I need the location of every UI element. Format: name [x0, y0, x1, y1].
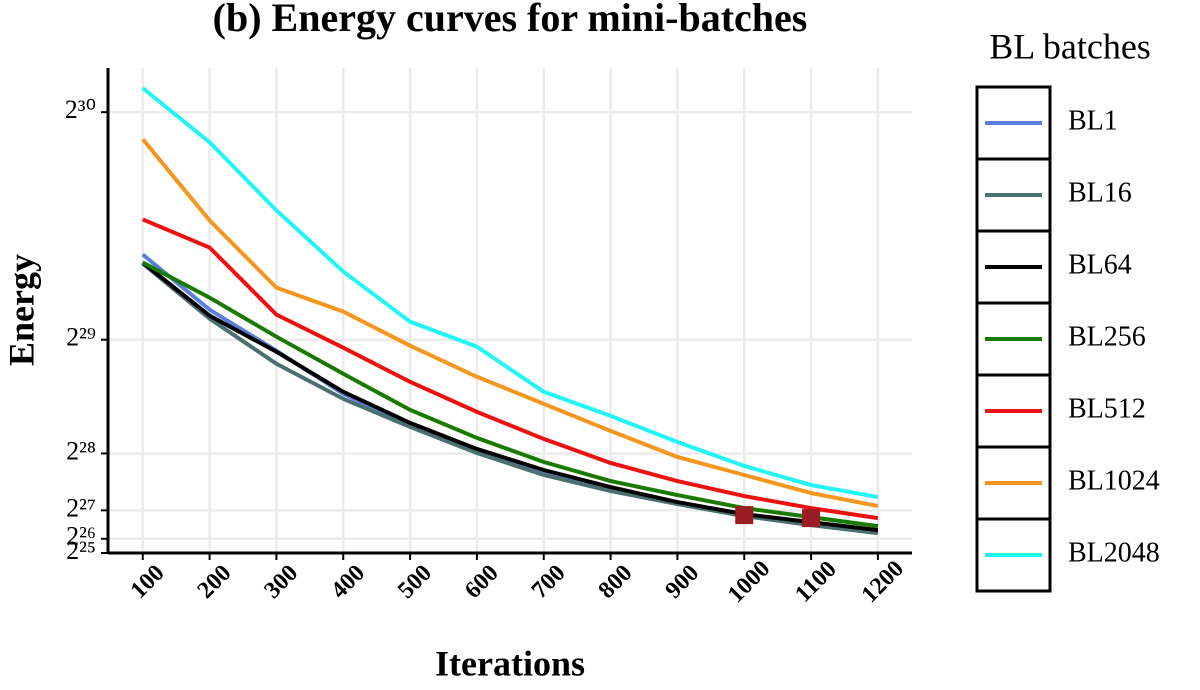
legend-label: BL256 — [1068, 321, 1146, 352]
legend-label: BL512 — [1068, 393, 1146, 424]
x-tick-label: 400 — [326, 560, 370, 604]
series-line — [141, 217, 879, 521]
x-tick-label: 200 — [193, 560, 237, 604]
marker — [802, 509, 821, 528]
y-tick-label: 2²⁵ — [66, 536, 96, 565]
marker — [735, 506, 754, 525]
y-tick-label: 2²⁸ — [66, 436, 96, 465]
x-tick-label: 300 — [259, 560, 303, 604]
x-tick-label: 100 — [126, 560, 170, 604]
y-tick-label: 2²⁷ — [66, 493, 96, 522]
legend-label: BL2048 — [1068, 537, 1160, 568]
x-tick-label: 1000 — [723, 556, 775, 608]
x-tick-label: 500 — [393, 560, 437, 604]
series-line — [141, 261, 879, 536]
chart-title: (b) Energy curves for mini-batches — [213, 0, 808, 40]
series-line — [141, 260, 879, 529]
series-line — [141, 252, 879, 535]
series-line — [141, 260, 879, 533]
legend-label: BL16 — [1068, 177, 1132, 208]
x-tick-label: 900 — [660, 560, 704, 604]
x-tick-label: 1100 — [790, 556, 841, 607]
series-line — [141, 137, 879, 509]
y-axis-label: Energy — [1, 254, 41, 366]
series-line — [141, 86, 879, 500]
y-tick-label: 2³⁰ — [65, 95, 96, 124]
x-tick-label: 1200 — [857, 556, 909, 608]
y-tick-label: 2²⁶ — [66, 522, 96, 551]
x-tick-label: 600 — [460, 560, 504, 604]
legend-label: BL64 — [1068, 249, 1132, 280]
y-tick-label: 2²⁹ — [66, 323, 96, 352]
x-tick-label: 800 — [594, 560, 638, 604]
legend-label: BL1024 — [1068, 465, 1160, 496]
x-axis-label: Iterations — [435, 643, 585, 683]
legend-title: BL batches — [989, 26, 1151, 66]
legend-label: BL1 — [1068, 105, 1118, 136]
x-tick-label: 700 — [527, 560, 571, 604]
